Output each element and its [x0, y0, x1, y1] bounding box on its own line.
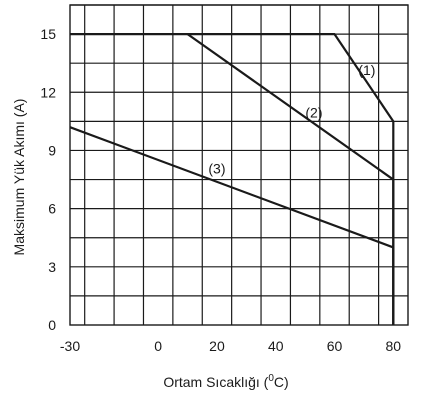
x-tick-label: 80: [386, 338, 402, 354]
x-tick-label: 40: [268, 338, 284, 354]
y-tick-label: 0: [48, 317, 56, 333]
x-tick-label: -30: [60, 338, 80, 354]
x-tick-label: 60: [327, 338, 343, 354]
x-axis-label-main: Ortam Sıcaklığı (: [163, 374, 268, 390]
y-tick-label: 3: [48, 259, 56, 275]
curve-labels: (1) (2) (3): [208, 62, 375, 177]
y-tick-label: 9: [48, 142, 56, 158]
plot-frame: [69, 4, 409, 326]
curve-label-3: (3): [208, 161, 225, 177]
curve-label-2: (2): [305, 104, 322, 120]
grid: [70, 4, 408, 325]
x-axis-label-sup: 0: [268, 373, 274, 384]
x-tick-label: 20: [209, 338, 225, 354]
x-axis-label-tail: C): [274, 374, 289, 390]
y-tick-label: 15: [40, 26, 56, 42]
curve-label-1: (1): [358, 62, 375, 78]
series-line-3: [69, 126, 395, 325]
x-axis-label: Ortam Sıcaklığı (0C): [163, 373, 288, 390]
y-axis-label: Maksimum Yük Akımı (A): [11, 99, 27, 256]
series-lines: [69, 32, 395, 325]
y-tick-label: 6: [48, 201, 56, 217]
y-tick-label: 12: [40, 84, 56, 100]
x-tick-label: 0: [154, 338, 162, 354]
